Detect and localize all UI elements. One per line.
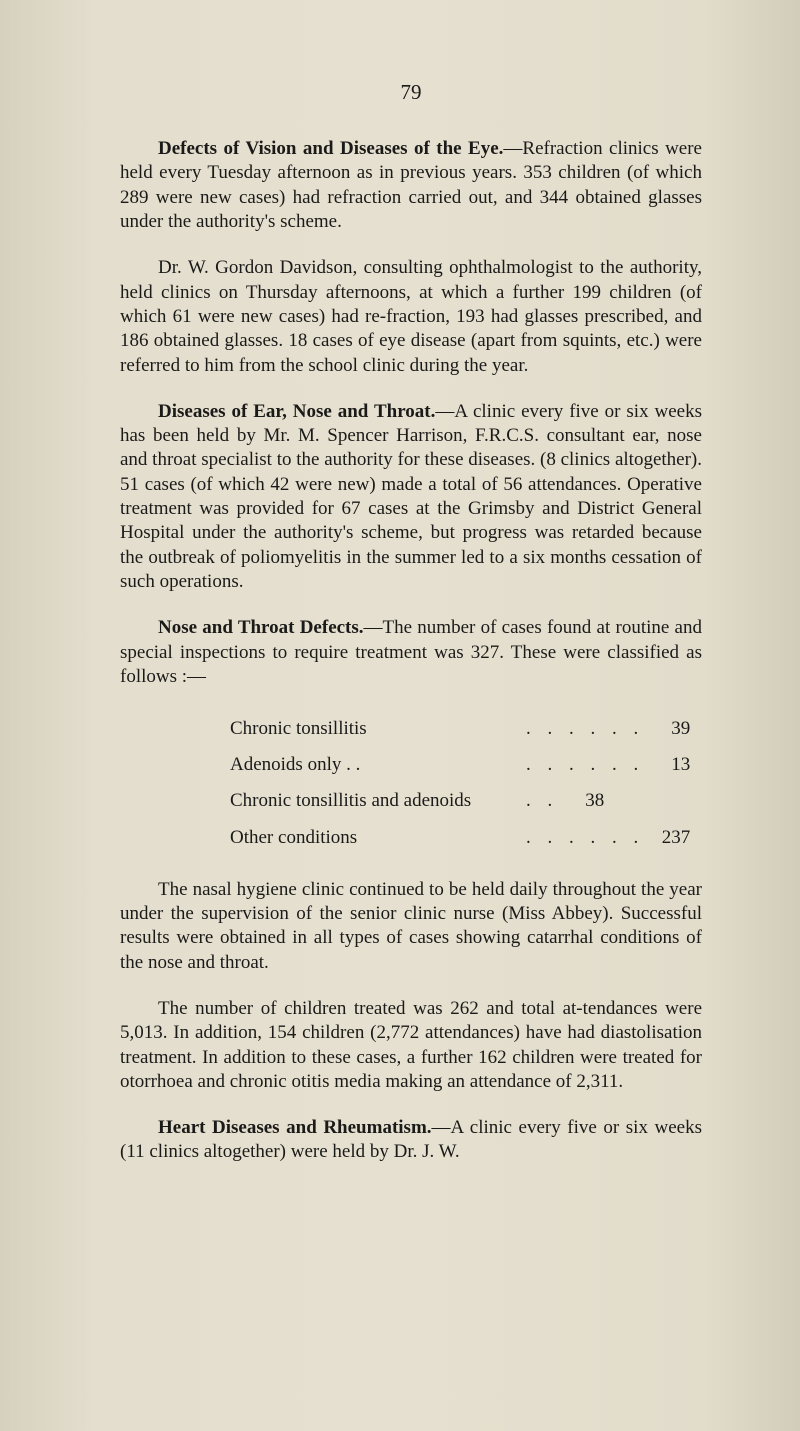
paragraph-vision: Defects of Vision and Diseases of the Ey… <box>120 137 702 234</box>
heading-ntd: Nose and Throat Defects. <box>158 617 364 638</box>
table-row: Adenoids only . . . . . . . . 13 <box>120 747 702 783</box>
classification-table: Chronic tonsillitis . . . . . . 39 Adeno… <box>120 711 702 855</box>
row-label: Chronic tonsillitis <box>230 711 520 747</box>
row-label: Adenoids only . . <box>230 747 520 783</box>
paragraph-nose-throat-defects: Nose and Throat Defects.—The number of c… <box>120 616 702 689</box>
paragraph-davidson: Dr. W. Gordon Davidson, consulting ophth… <box>120 256 702 378</box>
row-dots: . . . . . . <box>520 820 650 856</box>
heading-heart: Heart Diseases and Rheumatism. <box>158 1117 432 1138</box>
paragraph-nasal-hygiene: The nasal hygiene clinic continued to be… <box>120 878 702 975</box>
row-value: 38 <box>564 783 604 819</box>
row-value: 13 <box>650 747 690 783</box>
row-dots: . . . . . . <box>520 711 650 747</box>
row-value: 237 <box>650 820 690 856</box>
text-ent: —A clinic every five or six weeks has be… <box>120 401 702 592</box>
table-row: Other conditions . . . . . . 237 <box>120 820 702 856</box>
table-row: Chronic tonsillitis and adenoids . . 38 <box>120 783 702 819</box>
paragraph-ear-nose-throat: Diseases of Ear, Nose and Throat.—A clin… <box>120 400 702 595</box>
heading-vision: Defects of Vision and Diseases of the Ey… <box>158 138 503 159</box>
page-number: 79 <box>120 80 702 105</box>
table-row: Chronic tonsillitis . . . . . . 39 <box>120 711 702 747</box>
page: 79 Defects of Vision and Diseases of the… <box>0 0 800 1431</box>
heading-ent: Diseases of Ear, Nose and Throat. <box>158 401 435 422</box>
row-value: 39 <box>650 711 690 747</box>
row-label: Chronic tonsillitis and adenoids <box>230 783 520 819</box>
row-dots: . . . . . . <box>520 747 650 783</box>
row-label: Other conditions <box>230 820 520 856</box>
row-dots: . . <box>520 783 564 819</box>
paragraph-heart-rheumatism: Heart Diseases and Rheumatism.—A clinic … <box>120 1116 702 1165</box>
paragraph-children-treated: The number of children treated was 262 a… <box>120 997 702 1094</box>
